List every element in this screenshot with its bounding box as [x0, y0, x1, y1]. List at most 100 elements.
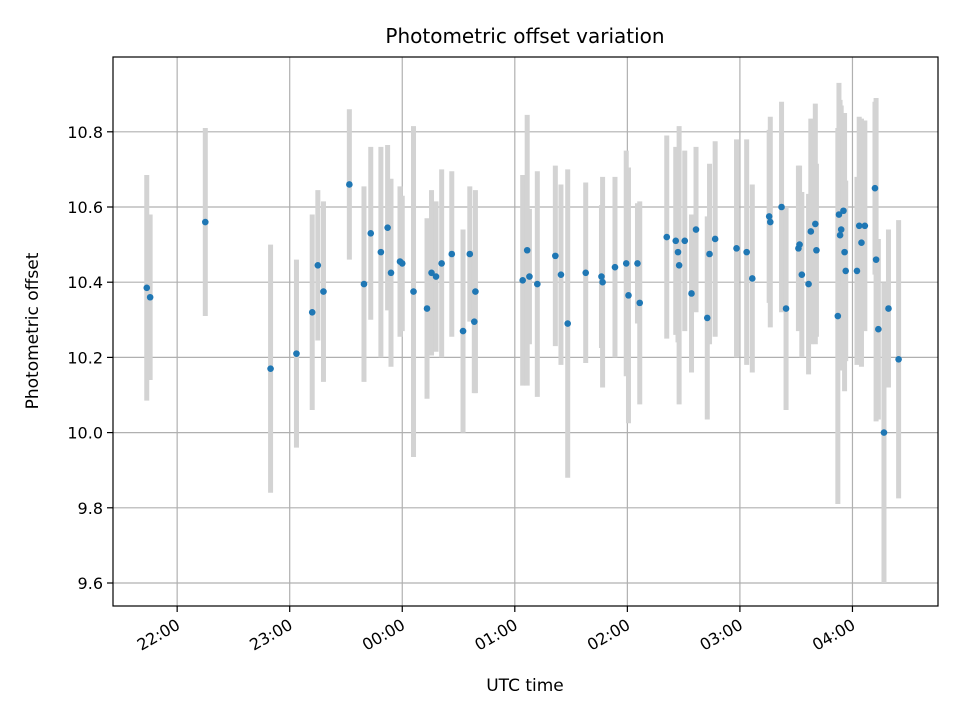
data-point: [598, 273, 605, 280]
data-point: [858, 239, 865, 247]
data-point: [871, 184, 879, 192]
x-tick-label: 23:00: [246, 615, 295, 655]
data-point: [526, 273, 533, 280]
data-point: [805, 280, 812, 288]
data-point: [384, 224, 391, 231]
data-point: [837, 226, 845, 233]
data-point: [267, 365, 274, 372]
data-point: [410, 288, 417, 295]
data-point: [320, 288, 327, 295]
data-point: [743, 248, 750, 256]
x-tick-label: 03:00: [696, 615, 745, 655]
data-point: [885, 305, 892, 312]
data-point: [523, 246, 531, 254]
x-tick-label: 02:00: [584, 615, 633, 655]
x-tick-label: 22:00: [134, 615, 183, 655]
data-point: [466, 250, 474, 258]
data-point: [146, 293, 154, 301]
data-point: [622, 260, 630, 267]
data-point: [807, 228, 815, 235]
data-point: [711, 235, 719, 243]
data-point: [835, 211, 843, 218]
data-point: [675, 261, 683, 269]
data-point: [703, 314, 711, 322]
data-point: [519, 277, 526, 284]
data-point: [557, 271, 565, 278]
data-point: [798, 271, 806, 278]
y-tick-label: 10.4: [67, 273, 103, 292]
data-point: [534, 280, 541, 288]
data-point: [398, 260, 406, 267]
data-point: [293, 350, 300, 357]
data-point: [778, 203, 785, 211]
data-point: [448, 250, 456, 258]
x-axis-title: UTC time: [486, 676, 564, 696]
data-point: [861, 222, 869, 230]
data-point: [367, 230, 375, 237]
y-tick-label: 10.8: [67, 123, 103, 142]
y-tick-label: 9.8: [78, 499, 103, 518]
data-point: [470, 318, 478, 325]
data-point: [841, 248, 848, 256]
x-tick-label: 01:00: [471, 615, 520, 655]
y-tick-label: 10.6: [67, 198, 103, 217]
data-point: [459, 327, 467, 335]
data-point: [674, 248, 682, 256]
data-point: [812, 220, 819, 228]
data-point: [840, 207, 847, 215]
data-point: [438, 260, 445, 267]
data-point: [681, 237, 689, 245]
data-point: [423, 305, 431, 312]
plot-frame: [112, 56, 939, 607]
data-point: [582, 269, 590, 277]
data-point: [796, 241, 803, 248]
data-point: [599, 278, 606, 286]
y-tick-label: 10.2: [67, 348, 103, 367]
y-axis-title: Photometric offset: [23, 252, 43, 409]
data-point: [692, 226, 700, 233]
data-point: [782, 305, 790, 312]
data-point: [895, 355, 902, 363]
data-point: [428, 269, 435, 277]
data-point: [842, 267, 850, 275]
data-point: [766, 218, 774, 226]
data-point: [201, 218, 209, 226]
data-point: [346, 181, 353, 188]
data-point: [872, 256, 880, 263]
data-point: [552, 252, 559, 260]
data-point: [634, 260, 641, 267]
data-point: [663, 233, 671, 241]
data-point: [314, 261, 322, 269]
data-point: [360, 280, 368, 288]
data-point: [611, 263, 619, 271]
data-point: [748, 275, 756, 282]
data-point: [308, 308, 316, 316]
chart-title: Photometric offset variation: [385, 24, 664, 48]
data-point: [625, 292, 632, 299]
data-point: [813, 246, 820, 254]
data-point: [733, 245, 740, 252]
data-point: [143, 284, 151, 292]
data-point: [880, 429, 888, 436]
data-point: [706, 250, 713, 258]
data-point: [836, 231, 844, 239]
x-tick-label: 00:00: [359, 615, 408, 655]
data-point: [853, 267, 861, 275]
data-point: [688, 290, 695, 297]
x-tick-label: 04:00: [809, 615, 858, 655]
data-points: [143, 181, 902, 436]
data-point: [564, 320, 572, 327]
data-point: [855, 222, 863, 230]
data-point: [636, 299, 644, 307]
data-point: [387, 269, 395, 277]
data-point: [834, 312, 842, 320]
data-point: [672, 237, 680, 245]
y-tick-label: 9.6: [78, 574, 103, 593]
data-point: [765, 213, 773, 220]
data-point: [875, 325, 882, 333]
data-point: [432, 273, 440, 280]
data-point: [377, 248, 385, 256]
y-tick-label: 10.0: [67, 424, 103, 443]
data-point: [472, 288, 479, 295]
